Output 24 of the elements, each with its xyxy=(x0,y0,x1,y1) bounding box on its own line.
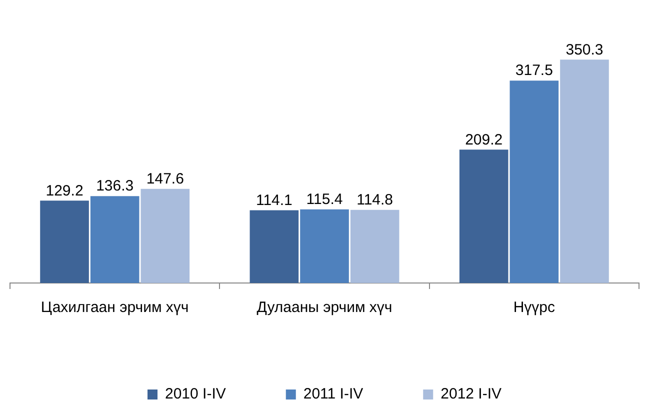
legend-label: 2012 I-IV xyxy=(440,386,502,403)
x-tick-label: Цахилгаан эрчим хүч xyxy=(40,299,189,316)
data-label: 114.1 xyxy=(256,192,292,209)
bar xyxy=(40,200,89,283)
data-label: 136.3 xyxy=(96,178,134,195)
data-label: 114.8 xyxy=(356,191,394,208)
legend-label: 2011 I-IV xyxy=(303,386,364,403)
data-label: 209.2 xyxy=(465,131,503,148)
bar xyxy=(90,196,140,283)
data-label: 317.5 xyxy=(515,62,553,80)
legend-label: 2010 I-IV xyxy=(165,386,226,403)
bar xyxy=(300,209,349,283)
bar xyxy=(250,210,299,283)
data-label: 115.4 xyxy=(306,191,343,208)
bar xyxy=(459,150,508,283)
bar xyxy=(140,188,190,283)
bar xyxy=(510,80,559,283)
data-label: 129.2 xyxy=(46,182,84,200)
data-label: 147.6 xyxy=(146,170,184,188)
bar xyxy=(560,60,609,283)
x-tick-label: Нүүрс xyxy=(513,299,556,316)
bar xyxy=(350,210,400,283)
data-label: 350.3 xyxy=(566,41,604,58)
x-tick-label: Дулааны эрчим хүч xyxy=(256,299,392,316)
